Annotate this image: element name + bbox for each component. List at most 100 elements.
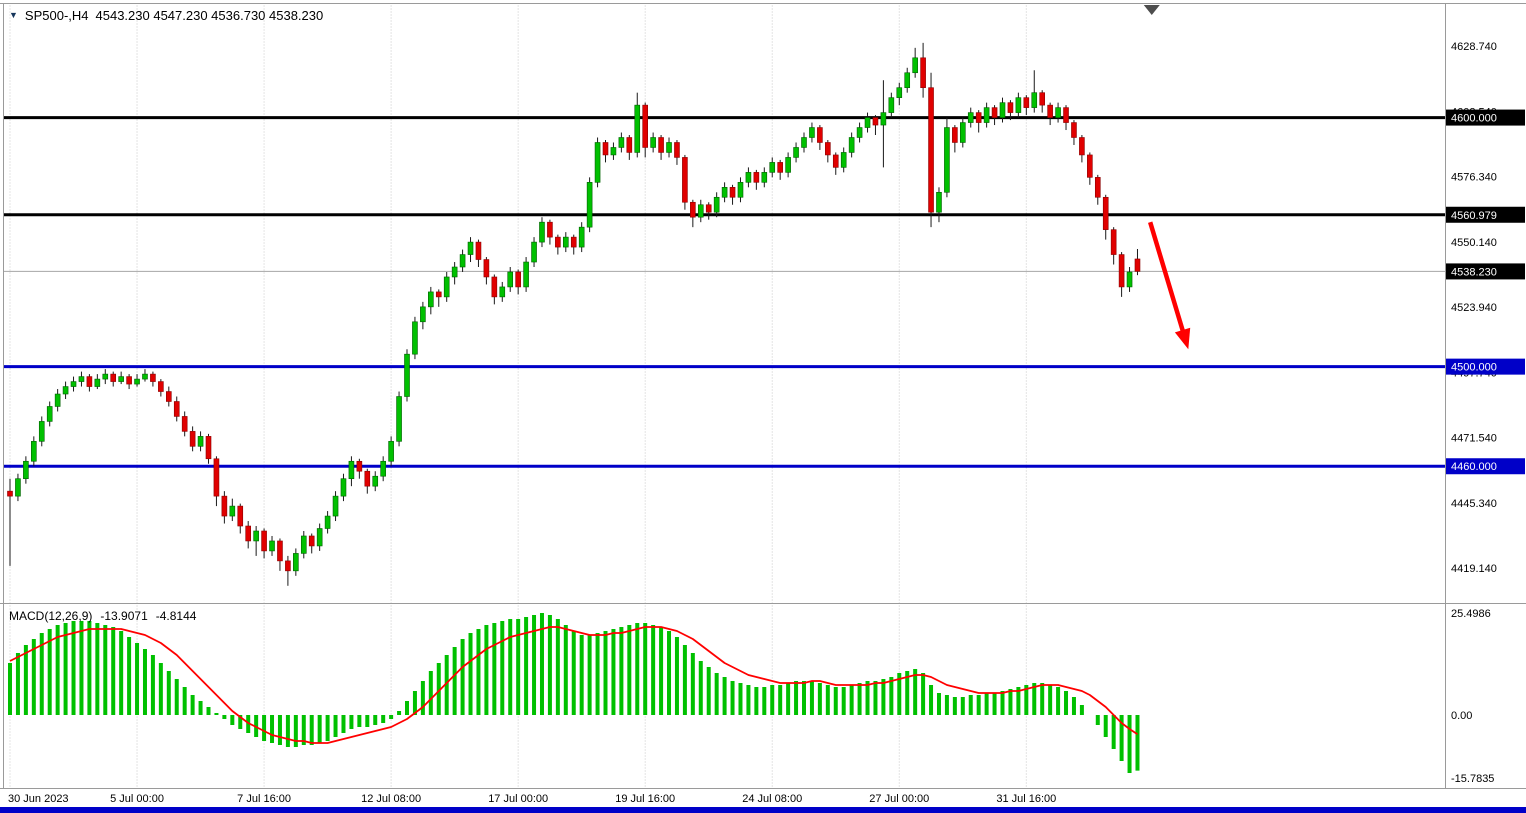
macd-histogram-bar [730,681,735,715]
candle-body [1126,271,1133,288]
macd-histogram-bar [23,645,28,715]
candle-body [547,221,553,238]
macd-indicator-label: MACD(12,26,9) -13.9071 -4.8144 [9,609,196,623]
macd-axis-label: -15.7835 [1451,773,1494,785]
macd-histogram-bar [865,681,870,715]
candle-body [308,535,315,547]
macd-histogram-bar [682,645,687,715]
candle-body [1007,102,1014,113]
macd-histogram-bar [206,707,211,715]
macd-histogram-bar [468,633,473,715]
macd-histogram-bar [31,639,36,715]
macd-histogram-bar [944,695,949,715]
candle-body [356,460,363,472]
candle-body [801,137,807,148]
candle-body [896,87,903,98]
macd-histogram-bar [55,625,60,715]
candle-body [7,490,13,497]
macd-histogram-bar [643,623,648,715]
macd-histogram-bar [667,631,672,715]
candle-body [1039,92,1045,106]
price-axis-label: 4445.340 [1451,498,1497,510]
candle-body [428,291,434,308]
macd-histogram-bar [484,625,489,715]
macd-histogram-bar [412,691,417,715]
macd-histogram-bar [492,623,497,715]
candle-body [594,142,601,183]
macd-histogram-bar [929,685,934,715]
macd-axis-label: 0.00 [1451,710,1472,722]
trend-arrow-shaft[interactable] [1148,221,1187,337]
macd-histogram-bar [158,663,163,715]
macd-signal-value: -4.8144 [155,609,197,623]
macd-histogram-bar [460,639,465,715]
macd-histogram-bar [936,693,941,715]
macd-histogram-bar [301,715,306,745]
candle-body [70,381,77,387]
candle-body [118,376,124,382]
chart-shift-marker-icon [1143,5,1160,15]
macd-histogram-bar [373,715,378,725]
candle-body [364,470,371,487]
candle-body [1063,107,1069,123]
candle-body [658,137,664,153]
macd-histogram-bar [285,715,290,747]
macd-histogram-bar [1135,715,1140,771]
candle-body [300,535,307,554]
candle-body [102,373,109,380]
time-axis-label: 5 Jul 00:00 [110,793,164,805]
candle-body [690,201,696,218]
macd-histogram-bar [627,625,632,715]
symbol-dropdown-triangle-icon[interactable]: ▼ [9,10,18,20]
candle-body [15,478,21,497]
macd-histogram-bar [984,693,989,715]
macd-histogram-bar [87,621,92,715]
macd-histogram-bar [754,687,759,715]
price-axis[interactable] [1446,4,1526,789]
macd-histogram-bar [746,685,751,715]
macd-histogram-bar [547,615,552,715]
macd-histogram-bar [111,627,116,715]
candle-body [158,381,164,392]
candle-body [181,416,188,432]
candle-body [348,460,355,479]
candle-body [467,241,474,255]
candle-body [888,97,895,113]
macd-histogram-bar [532,615,537,715]
macd-histogram-bar [1008,689,1013,715]
candle-body [1102,196,1109,230]
macd-histogram-bar [444,655,449,715]
time-axis-label: 7 Jul 16:00 [237,793,291,805]
macd-histogram-bar [238,715,243,729]
candle-body [1055,107,1061,118]
macd-histogram-bar [849,685,854,715]
candle-body [848,137,855,153]
trend-arrow-head[interactable] [1174,327,1191,350]
candle-body [142,373,148,380]
candle-body [999,102,1006,118]
macd-histogram-bar [1119,715,1124,761]
macd-histogram-bar [913,669,918,715]
macd-histogram-bar [190,695,195,715]
candle-body [523,261,529,288]
macd-histogram-bar [722,677,727,715]
macd-histogram-bar [905,671,910,715]
macd-histogram-bar [389,715,394,719]
macd-histogram-bar [1103,715,1108,737]
candle-body [705,204,712,213]
macd-histogram-bar [992,693,997,715]
candle-body [285,560,291,572]
macd-histogram-bar [47,629,52,715]
candle-body [62,386,69,395]
price-badge-label: 4538.230 [1451,266,1497,278]
candle-body [944,127,950,193]
macd-histogram-bar [1064,691,1069,715]
candle-body [936,191,942,213]
macd-histogram-bar [1079,705,1084,715]
macd-histogram-bar [539,613,544,715]
candle-body [793,147,799,158]
candle-body [555,236,561,248]
price-badge-label: 4460.000 [1451,461,1497,473]
time-axis[interactable] [0,789,1526,807]
